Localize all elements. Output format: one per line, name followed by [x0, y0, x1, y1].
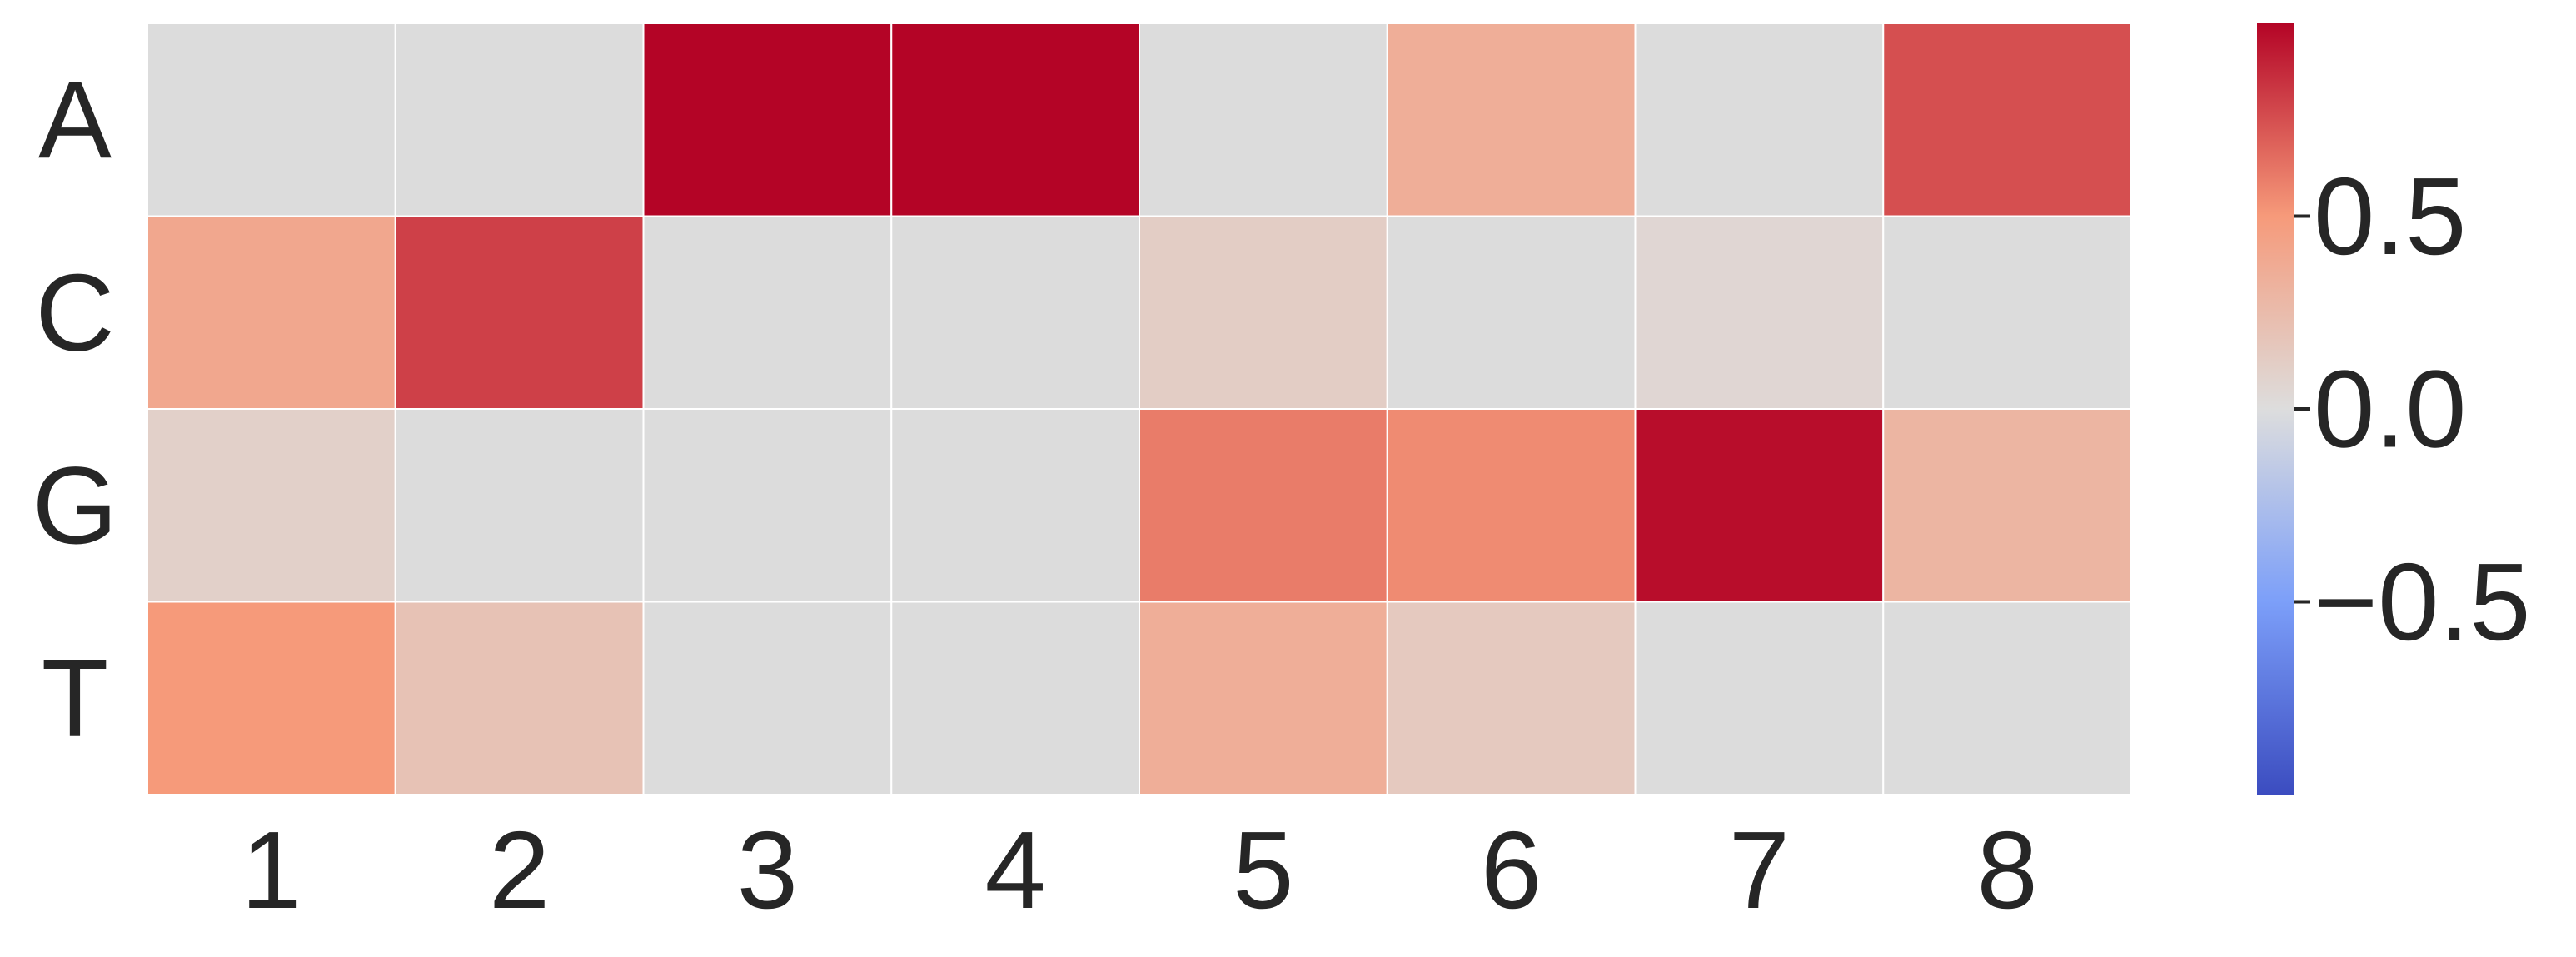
heatmap-cell-A-2: [394, 22, 645, 217]
x-tick-label: 1: [241, 809, 301, 931]
heatmap-cell-T-3: [642, 601, 893, 795]
x-tick-label: 6: [1481, 809, 1542, 931]
heatmap-cell-C-7: [1634, 215, 1885, 410]
heatmap-cell-G-6: [1386, 408, 1637, 603]
heatmap-cell-A-5: [1139, 22, 1388, 217]
heatmap-cell-G-4: [890, 408, 1140, 603]
heatmap-cell-G-2: [394, 408, 645, 603]
colorbar-tick-label: −0.5: [2314, 541, 2531, 663]
heatmap-cells: [147, 22, 2132, 795]
heatmap-cell-C-5: [1139, 215, 1388, 410]
colorbar-tick-label: 0.5: [2314, 155, 2467, 277]
x-tick-labels: 1 2 3 4 5 6 7 8: [241, 809, 2038, 931]
heatmap-cell-A-7: [1634, 22, 1885, 217]
y-tick-label: T: [42, 637, 109, 760]
x-tick-label: 2: [489, 809, 550, 931]
heatmap-cell-G-3: [642, 408, 893, 603]
colorbar-ticks: 0.5 0.0 −0.5: [2294, 155, 2531, 663]
heatmap-cell-T-5: [1139, 601, 1388, 795]
y-tick-label: G: [32, 444, 118, 566]
heatmap-cell-T-8: [1882, 601, 2132, 795]
heatmap-cell-A-4: [890, 22, 1140, 217]
x-tick-label: 5: [1233, 809, 1293, 931]
heatmap-cell-T-1: [147, 601, 396, 795]
heatmap-cell-A-6: [1386, 22, 1637, 217]
heatmap-cell-T-2: [394, 601, 645, 795]
heatmap-cell-G-7: [1634, 408, 1885, 603]
heatmap-cell-C-8: [1882, 215, 2132, 410]
y-tick-label: A: [38, 58, 112, 181]
y-tick-label: C: [35, 252, 114, 374]
heatmap-cell-T-6: [1386, 601, 1637, 795]
heatmap-cell-G-1: [147, 408, 396, 603]
heatmap-cell-A-8: [1882, 22, 2132, 217]
x-tick-label: 8: [1976, 809, 2037, 931]
x-tick-label: 7: [1729, 809, 1790, 931]
heatmap-cell-G-5: [1139, 408, 1388, 603]
heatmap-cell-C-2: [394, 215, 645, 410]
x-tick-label: 3: [737, 809, 798, 931]
heatmap-cell-C-4: [890, 215, 1140, 410]
heatmap-cell-T-7: [1634, 601, 1885, 795]
heatmap-cell-C-1: [147, 215, 396, 410]
heatmap-cell-C-3: [642, 215, 893, 410]
colorbar: [2257, 23, 2294, 795]
x-tick-label: 4: [984, 809, 1045, 931]
heatmap-cell-G-8: [1882, 408, 2132, 603]
heatmap-cell-A-3: [642, 22, 893, 217]
heatmap-cell-A-1: [147, 22, 396, 217]
heatmap-cell-C-6: [1386, 215, 1637, 410]
heatmap-cell-T-4: [890, 601, 1140, 795]
colorbar-tick-label: 0.0: [2314, 348, 2467, 471]
